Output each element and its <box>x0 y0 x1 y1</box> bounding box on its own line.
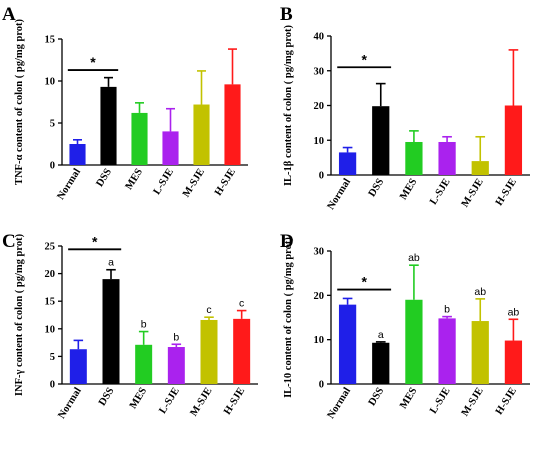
category-label: H-SJE <box>494 177 519 208</box>
bar-mes <box>405 141 423 175</box>
bar-dss <box>100 86 117 165</box>
y-tick-label: 10 <box>314 335 325 346</box>
significance-letter: b <box>444 304 450 316</box>
bar-h-sje <box>504 340 523 384</box>
bar-mes <box>135 344 153 384</box>
bar-m-sje <box>471 161 489 175</box>
significance-letter: b <box>173 331 179 343</box>
category-label: M-SJE <box>181 167 207 200</box>
bar-l-sje <box>167 347 185 384</box>
bar-normal <box>338 304 357 384</box>
y-axis-label: INF-γ content of colon ( pg/mg prot) <box>14 233 25 396</box>
bar-h-sje <box>233 318 251 384</box>
category-label: MES <box>124 167 145 192</box>
y-axis-label: IL-10 content of colon ( pg/mg prot) <box>283 237 294 398</box>
category-label: Normal <box>326 177 354 212</box>
significance-star: * <box>361 274 367 290</box>
y-tick-label: 0 <box>319 171 324 182</box>
significance-letter: b <box>141 319 147 331</box>
y-tick-label: 40 <box>314 32 325 43</box>
category-label: MES <box>398 177 419 202</box>
category-label: DSS <box>95 167 115 189</box>
y-tick-label: 20 <box>45 269 56 280</box>
panel-d: D 0 10 20 30 IL-10 content of colon ( pg/mg p… <box>280 231 530 421</box>
bar-l-sje <box>438 141 456 175</box>
y-axis-label: IL-1β content of colon ( pg/mg prot) <box>283 24 294 186</box>
category-label: M-SJE <box>189 386 215 419</box>
y-tick-label: 25 <box>45 242 56 253</box>
bar-l-sje <box>162 131 179 165</box>
significance-letter: ab <box>508 306 520 318</box>
y-tick-label: 20 <box>314 101 325 112</box>
significance-letter: ab <box>408 252 420 264</box>
y-tick-label: 0 <box>50 380 55 391</box>
panel-a: A 0 5 10 15 TNF-α content of colon ( pg/mg pr… <box>2 4 248 202</box>
bar-h-sje <box>224 84 241 165</box>
category-label: DSS <box>97 386 117 408</box>
category-label: Normal <box>326 386 354 421</box>
panel-letter: D <box>280 231 294 252</box>
y-tick-label: 15 <box>45 35 56 46</box>
y-tick-label: 30 <box>314 247 325 258</box>
panel-c: C 0 5 10 15 20 25 INF-γ content of colon ( pg/m… <box>2 231 258 421</box>
category-label: M-SJE <box>460 177 486 210</box>
y-tick-label: 0 <box>50 161 55 172</box>
bar-h-sje <box>504 105 523 175</box>
category-label: L-SJE <box>428 177 452 207</box>
panel-letter: C <box>2 231 16 252</box>
category-label: L-SJE <box>428 386 452 416</box>
bar-m-sje <box>471 321 489 384</box>
significance-letter: a <box>378 329 384 341</box>
category-label: Normal <box>56 386 84 421</box>
y-tick-label: 10 <box>45 77 56 88</box>
category-label: H-SJE <box>213 167 238 198</box>
category-label: L-SJE <box>157 386 181 416</box>
category-label: MES <box>398 386 419 411</box>
significance-letter: c <box>239 298 244 310</box>
bar-l-sje <box>438 318 456 384</box>
bar-dss <box>102 279 120 384</box>
bar-normal <box>338 152 357 175</box>
y-tick-label: 20 <box>314 291 325 302</box>
bar-m-sje <box>193 104 210 165</box>
panel-letter: B <box>280 4 293 25</box>
significance-letter: c <box>206 304 211 316</box>
y-tick-label: 10 <box>314 136 325 147</box>
category-label: DSS <box>367 386 387 408</box>
category-label: DSS <box>367 177 387 199</box>
panel-letter: A <box>2 4 16 25</box>
y-tick-label: 10 <box>45 324 56 335</box>
bar-m-sje <box>200 319 218 384</box>
category-label: H-SJE <box>494 386 519 417</box>
bar-mes <box>405 299 423 384</box>
y-tick-label: 30 <box>314 66 325 77</box>
bar-normal <box>69 349 87 384</box>
bar-mes <box>131 112 148 165</box>
y-tick-label: 0 <box>319 380 324 391</box>
significance-star: * <box>90 54 96 70</box>
y-tick-label: 15 <box>45 297 56 308</box>
category-label: M-SJE <box>460 386 486 419</box>
y-tick-label: 5 <box>50 119 55 130</box>
bar-dss <box>372 106 390 175</box>
panel-b: B 0 10 20 30 40 IL-1β content of colon ( pg/mg… <box>280 4 530 212</box>
significance-star: * <box>361 51 367 67</box>
category-label: L-SJE <box>152 167 176 197</box>
y-tick-label: 5 <box>50 352 55 363</box>
category-label: MES <box>128 386 149 411</box>
y-axis-label: TNF-α content of colon ( pg/mg prot) <box>14 18 25 185</box>
bar-dss <box>372 342 390 384</box>
category-label: Normal <box>55 167 83 202</box>
bar-normal <box>69 144 86 165</box>
significance-letter: ab <box>474 286 486 298</box>
category-label: H-SJE <box>222 386 247 417</box>
significance-letter: a <box>108 257 114 269</box>
significance-star: * <box>92 233 98 249</box>
